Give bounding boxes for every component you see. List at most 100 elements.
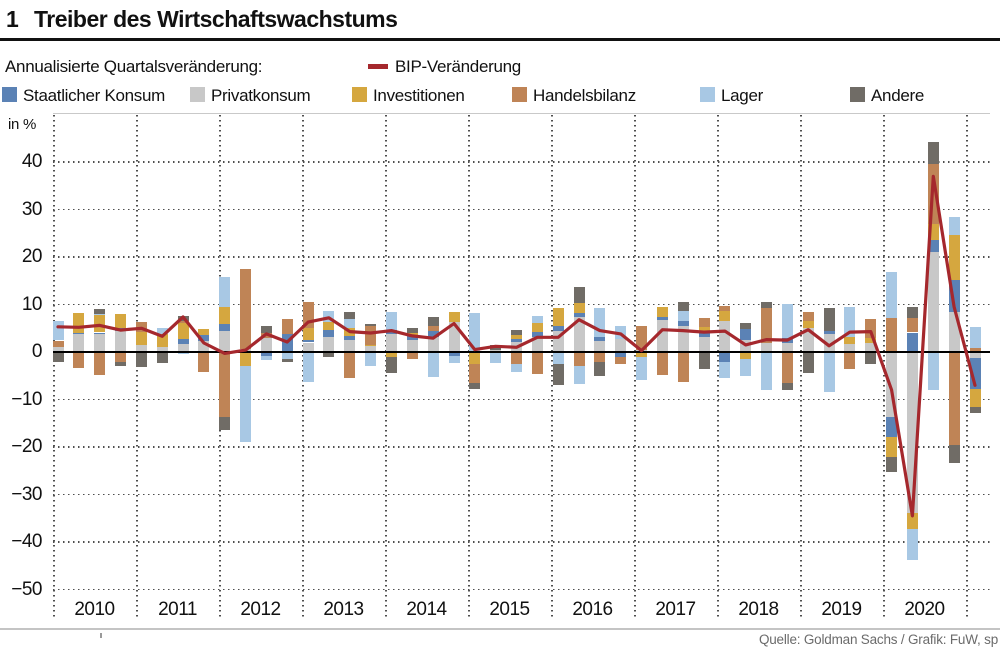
bar-segment-lager xyxy=(969,326,981,348)
bar-segment-andere xyxy=(781,382,793,390)
bar-segment-privat xyxy=(552,331,564,352)
bar-segment-handel xyxy=(865,319,877,339)
bar-segment-privat xyxy=(719,321,731,352)
bar-segment-lager xyxy=(323,310,335,322)
bar-segment-privat xyxy=(73,334,85,352)
chart-number: 1 xyxy=(6,6,19,32)
bar-segment-lager xyxy=(552,352,564,364)
bar-segment-handel xyxy=(94,352,106,375)
bar-segment-staat xyxy=(698,332,710,337)
x-tick-label-2012: 2012 xyxy=(240,599,281,620)
chart-header: 1 Treiber des Wirtschaftswachstums xyxy=(0,6,1000,36)
bar-segment-andere xyxy=(260,325,272,333)
bar-segment-lager xyxy=(156,327,168,334)
bar-segment-privat xyxy=(323,336,335,352)
bar-segment-andere xyxy=(219,416,231,430)
bar-segment-lager xyxy=(385,312,397,330)
bar-segment-andere xyxy=(177,315,189,321)
bar-segment-handel xyxy=(656,352,668,375)
bar-segment-staat xyxy=(344,336,356,341)
bar-segment-privat xyxy=(219,331,231,352)
y-tick-label: 40 xyxy=(21,151,43,172)
bar-segment-invest xyxy=(844,336,856,345)
bar-segment-handel xyxy=(198,352,210,372)
x-tick-label-2013: 2013 xyxy=(323,599,364,620)
bar-segment-handel xyxy=(406,352,418,360)
bar-segment-invest xyxy=(740,352,752,360)
bar-segment-invest xyxy=(531,322,543,333)
bar-segment-handel xyxy=(260,333,272,338)
bar-segment-staat xyxy=(73,333,85,335)
legend-item-label: Lager xyxy=(721,86,763,105)
bar-segment-staat xyxy=(406,336,418,341)
bar-segment-invest xyxy=(448,311,460,323)
bar-segment-invest xyxy=(365,344,377,347)
bar-segment-andere xyxy=(948,445,960,463)
bar-segment-invest xyxy=(135,332,147,345)
bar-segment-staat xyxy=(656,316,668,320)
bar-segment-andere xyxy=(469,382,481,390)
horizontal-gridline xyxy=(53,446,990,448)
bar-segment-privat xyxy=(573,316,585,352)
bar-segment-handel xyxy=(281,318,293,335)
bar-segment-lager xyxy=(469,313,481,351)
bar-segment-staat xyxy=(948,279,960,312)
bar-segment-handel xyxy=(698,318,710,328)
bar-segment-lager xyxy=(511,363,522,372)
bar-segment-invest xyxy=(344,327,356,337)
bar-segment-privat xyxy=(698,336,710,352)
bar-segment-lager xyxy=(219,277,231,308)
bar-segment-andere xyxy=(511,330,522,335)
bar-segment-handel xyxy=(615,356,627,364)
bar-segment-lager xyxy=(260,355,272,360)
bar-segment-andere xyxy=(761,302,773,308)
bar-segment-invest xyxy=(240,352,252,366)
bar-segment-staat xyxy=(531,332,543,337)
bar-segment-lager xyxy=(573,366,585,384)
bar-segment-staat xyxy=(198,334,210,342)
y-tick-label: 0 xyxy=(31,341,43,362)
horizontal-gridline xyxy=(53,256,990,258)
bar-segment-handel xyxy=(531,352,543,374)
bar-segment-lager xyxy=(636,356,647,380)
y-tick-label: 20 xyxy=(21,246,43,267)
horizontal-gridline xyxy=(53,303,990,306)
bar-segment-staat xyxy=(740,328,752,340)
bar-segment-handel xyxy=(511,352,522,364)
bar-segment-lager xyxy=(740,359,752,377)
bar-segment-andere xyxy=(677,302,689,311)
bar-segment-andere xyxy=(115,361,126,366)
bar-segment-andere xyxy=(52,352,64,362)
bar-segment-staat xyxy=(427,330,439,337)
invest-swatch-icon xyxy=(352,87,367,102)
bar-segment-andere xyxy=(573,287,585,304)
bar-segment-lager xyxy=(677,310,689,322)
bar-segment-invest xyxy=(323,321,335,330)
horizontal-gridline xyxy=(53,398,990,401)
bar-segment-staat xyxy=(511,338,522,342)
bar-segment-invest xyxy=(906,513,918,530)
bar-segment-invest xyxy=(865,338,877,344)
bar-segment-handel xyxy=(927,164,939,225)
bar-segment-invest xyxy=(698,327,710,333)
bar-segment-staat xyxy=(906,332,918,352)
bar-segment-andere xyxy=(344,312,356,320)
privat-swatch-icon xyxy=(190,87,205,102)
bar-segment-invest xyxy=(406,333,418,337)
y-tick-label: 10 xyxy=(21,293,43,315)
bar-segment-privat xyxy=(927,251,939,352)
bar-segment-handel xyxy=(677,352,689,382)
bar-segment-andere xyxy=(906,307,918,318)
bar-segment-lager xyxy=(927,352,939,390)
bar-segment-handel xyxy=(427,325,439,331)
bar-segment-invest xyxy=(969,389,981,408)
bar-segment-privat xyxy=(886,352,898,417)
zero-axis-line xyxy=(53,351,990,353)
bar-segment-lager xyxy=(52,320,64,341)
bar-segment-invest xyxy=(927,224,939,240)
bar-segment-handel xyxy=(844,352,856,369)
bar-segment-invest xyxy=(802,321,814,329)
legend-item-bip: BIP-Veränderung xyxy=(395,57,521,76)
y-axis-unit-label: in % xyxy=(8,116,36,133)
bar-segment-privat xyxy=(115,331,126,352)
